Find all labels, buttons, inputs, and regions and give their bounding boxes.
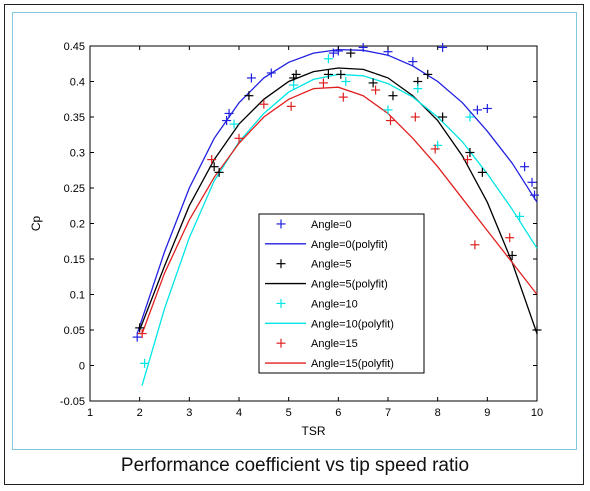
legend-box (258, 213, 425, 374)
data-point (328, 48, 338, 58)
y-tick-label: 0.35 (64, 112, 85, 124)
data-point (266, 68, 276, 78)
data-point (229, 119, 239, 129)
data-point (438, 112, 448, 122)
data-point (482, 103, 492, 113)
x-tick-label: 8 (435, 407, 441, 419)
data-point (530, 190, 540, 200)
legend-entry: Angle=10(polyfit) (265, 318, 394, 330)
legend-entry: Angle=15 (276, 338, 358, 350)
data-point (234, 133, 244, 143)
data-point (438, 42, 448, 52)
data-point (132, 332, 142, 342)
data-point (423, 69, 433, 79)
data-point (477, 167, 487, 177)
data-point (338, 92, 348, 102)
y-tick-label: 0 (79, 361, 85, 373)
data-point (465, 148, 475, 157)
legend-entry: Angle=5(polyfit) (265, 279, 388, 291)
data-point (527, 177, 537, 187)
x-axis-label: TSR (302, 424, 326, 438)
data-point (465, 112, 475, 122)
data-point (472, 105, 482, 115)
data-point (244, 91, 254, 101)
legend-label: Angle=5 (311, 259, 352, 271)
legend-entry: Angle=10 (276, 298, 358, 310)
x-tick-label: 10 (531, 407, 543, 419)
x-tick-label: 3 (186, 407, 192, 419)
data-point (358, 42, 368, 52)
data-point (383, 105, 393, 115)
data-point (209, 162, 219, 172)
legend-label: Angle=0 (311, 219, 352, 231)
data-point (408, 57, 418, 67)
fit-line-3 (141, 86, 538, 334)
legend-label: Angle=10 (311, 298, 358, 310)
y-tick-label: -0.05 (60, 396, 85, 408)
y-tick-label: 0.45 (64, 41, 85, 53)
data-point (135, 323, 145, 333)
data-point (286, 101, 296, 111)
x-tick-label: 6 (335, 407, 341, 419)
data-point (410, 112, 420, 122)
legend-label: Angle=15(polyfit) (311, 358, 394, 370)
x-tick-label: 1 (87, 407, 93, 419)
data-point (346, 48, 356, 58)
data-point (388, 91, 398, 101)
legend-label: Angle=0(polyfit) (311, 239, 388, 251)
legend-entry: Angle=15(polyfit) (265, 358, 394, 370)
data-point (318, 78, 328, 88)
data-point (291, 69, 301, 79)
x-tick-label: 4 (236, 407, 242, 419)
figure-caption: Performance coefficient vs tip speed rat… (120, 455, 470, 476)
data-point (246, 73, 256, 83)
legend-label: Angle=15 (311, 338, 358, 350)
y-tick-label: 0.4 (70, 77, 85, 89)
legend-label: Angle=10(polyfit) (311, 318, 394, 330)
data-point (462, 155, 472, 165)
data-point (520, 162, 530, 172)
data-point (222, 116, 232, 126)
data-point (470, 240, 480, 250)
data-point (515, 211, 525, 221)
y-axis-label: Cp (29, 216, 43, 232)
data-point (289, 80, 299, 90)
data-point (137, 329, 147, 339)
data-point (507, 250, 517, 260)
x-tick-label: 5 (286, 407, 292, 419)
data-point (385, 116, 395, 126)
figure-border (12, 12, 577, 450)
data-point (430, 144, 440, 154)
y-tick-label: 0.15 (64, 254, 85, 266)
y-tick-label: 0.25 (64, 183, 85, 195)
data-point (259, 99, 269, 109)
x-tick-label: 9 (484, 407, 490, 419)
data-point (214, 167, 224, 177)
data-point (323, 54, 333, 64)
legend-entry: Angle=0 (276, 219, 352, 231)
data-point (505, 233, 515, 243)
data-point (323, 69, 333, 79)
x-tick-label: 2 (137, 407, 143, 419)
data-point (207, 155, 217, 165)
data-point (368, 78, 378, 88)
data-point (224, 108, 234, 118)
y-tick-label: 0.1 (70, 290, 85, 302)
legend-label: Angle=5(polyfit) (311, 279, 388, 291)
legend-entry: Angle=0(polyfit) (265, 239, 388, 251)
data-point (371, 85, 381, 95)
y-tick-label: 0.05 (64, 325, 85, 337)
data-point (341, 77, 351, 86)
x-tick-label: 7 (385, 407, 391, 419)
y-tick-label: 0.2 (70, 219, 85, 231)
fit-line-1 (139, 67, 538, 334)
legend-entry: Angle=5 (276, 259, 352, 271)
data-point (413, 84, 423, 94)
data-point (140, 358, 150, 368)
data-point (336, 69, 346, 79)
y-tick-label: 0.3 (70, 148, 85, 160)
